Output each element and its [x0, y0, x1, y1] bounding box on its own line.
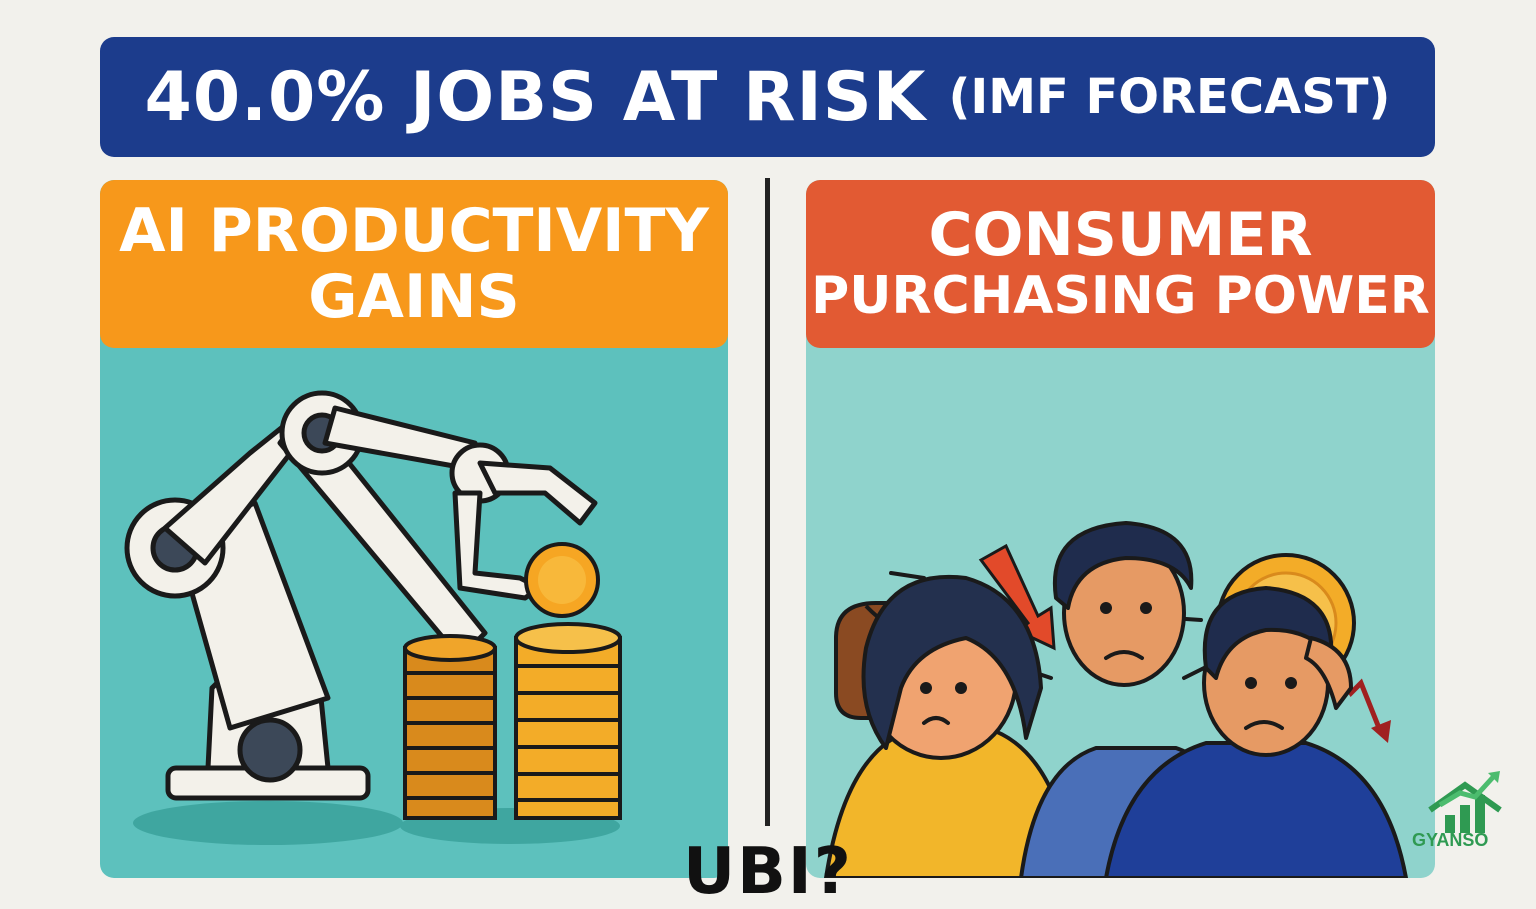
headline-banner: 40.0% JOBS AT RISK (IMF FORECAST): [100, 37, 1435, 157]
headline-main: 40.0% JOBS AT RISK: [144, 57, 927, 137]
consumer-power-panel: CONSUMER PURCHASING POWER $: [806, 180, 1435, 878]
ai-productivity-title-line1: AI PRODUCTIVITY: [119, 196, 709, 266]
gyanso-logo-icon: [1428, 771, 1502, 833]
ai-productivity-header: AI PRODUCTIVITY GAINS: [100, 180, 728, 348]
ubi-question: UBI?: [683, 835, 853, 909]
worried-consumers-scene: $: [824, 521, 1408, 878]
worried-people-icon: [824, 521, 1408, 878]
robot-arm-icon: [124, 390, 598, 801]
consumer-power-header: CONSUMER PURCHASING POWER: [806, 180, 1435, 348]
ai-productivity-panel: AI PRODUCTIVITY GAINS: [100, 180, 728, 878]
center-divider: [765, 178, 770, 826]
gyanso-logo-text: GYANSO: [1412, 830, 1489, 850]
consumer-power-title-line1: CONSUMER: [928, 200, 1313, 271]
coin-stack-icon: [403, 622, 622, 820]
robot-arm-scene: [124, 390, 622, 845]
consumer-power-title-line2: PURCHASING POWER: [811, 266, 1430, 327]
headline-sub: (IMF FORECAST): [948, 69, 1391, 125]
ai-productivity-title-line2: GAINS: [308, 262, 520, 332]
coin-icon: [524, 542, 600, 618]
